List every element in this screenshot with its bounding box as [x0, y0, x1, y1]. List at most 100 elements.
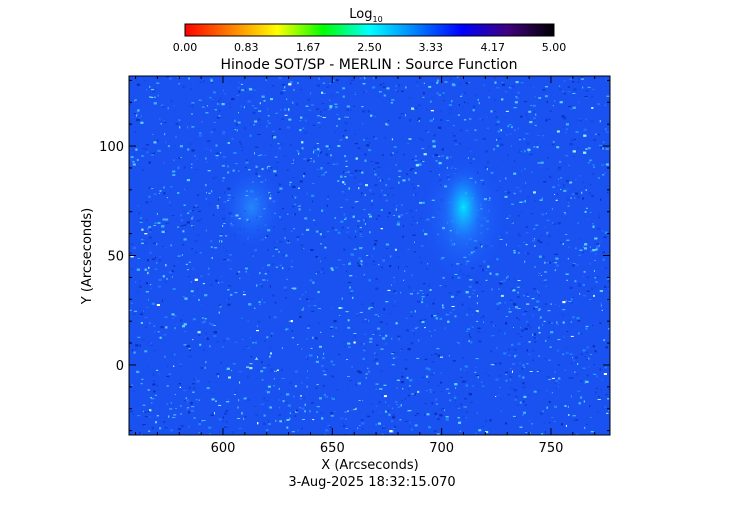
heatmap-pixel: [304, 410, 306, 413]
heatmap-pixel: [608, 146, 610, 149]
heatmap-pixel: [417, 390, 420, 393]
heatmap-pixel: [205, 112, 209, 114]
heatmap-pixel: [427, 263, 429, 265]
heatmap-pixel: [133, 351, 136, 354]
heatmap-pixel: [299, 120, 302, 122]
heatmap-pixel: [572, 357, 574, 359]
heatmap-pixel: [145, 148, 147, 150]
heatmap-pixel: [314, 223, 317, 226]
heatmap-pixel: [378, 401, 381, 404]
heatmap-pixel: [597, 227, 601, 230]
heatmap-pixel: [496, 347, 498, 350]
heatmap-pixel: [379, 388, 383, 390]
heatmap-pixel: [557, 386, 559, 388]
heatmap-pixel: [380, 209, 383, 211]
heatmap-pixel: [554, 269, 556, 272]
heatmap-pixel: [450, 156, 452, 158]
heatmap-pixel: [257, 320, 261, 323]
heatmap-pixel: [233, 394, 236, 395]
heatmap-pixel: [477, 330, 481, 333]
heatmap-pixel: [500, 398, 502, 401]
heatmap-pixel: [385, 184, 387, 186]
heatmap-pixel: [578, 101, 580, 103]
heatmap-pixel: [132, 161, 135, 163]
heatmap-pixel: [184, 331, 187, 332]
heatmap-pixel: [526, 117, 529, 120]
heatmap-pixel: [312, 336, 314, 339]
heatmap-pixel: [398, 266, 399, 269]
heatmap-pixel: [135, 79, 137, 82]
heatmap-pixel: [237, 87, 240, 89]
heatmap-pixel: [297, 151, 299, 153]
heatmap-pixel: [423, 82, 425, 84]
heatmap-pixel: [595, 253, 597, 255]
heatmap-pixel: [560, 177, 563, 179]
heatmap-pixel: [603, 373, 607, 375]
heatmap-pixel: [199, 343, 202, 346]
heatmap-pixel: [383, 256, 385, 258]
heatmap-pixel: [559, 88, 562, 90]
heatmap-pixel: [513, 193, 516, 195]
heatmap-pixel: [367, 367, 369, 369]
heatmap-pixel: [419, 201, 422, 204]
heatmap-pixel: [187, 212, 190, 214]
heatmap-pixel: [392, 277, 395, 279]
heatmap-pixel: [223, 259, 227, 260]
heatmap-pixel: [569, 181, 573, 184]
heatmap-pixel: [164, 120, 165, 122]
heatmap-pixel: [600, 147, 603, 149]
heatmap-pixel: [585, 424, 588, 425]
heatmap-pixel: [164, 355, 166, 358]
heatmap-pixel: [307, 327, 310, 329]
heatmap-pixel: [510, 388, 514, 390]
heatmap-pixel: [412, 193, 415, 196]
heatmap-pixel: [138, 432, 141, 435]
heatmap-pixel: [287, 169, 289, 171]
heatmap-pixel: [303, 307, 305, 309]
heatmap-pixel: [561, 423, 563, 426]
heatmap-pixel: [192, 225, 194, 228]
heatmap-pixel: [170, 99, 173, 102]
heatmap-pixel: [593, 364, 595, 366]
heatmap-pixel: [135, 111, 138, 113]
heatmap-pixel: [452, 309, 455, 311]
heatmap-pixel: [585, 351, 588, 353]
heatmap-pixel: [148, 236, 152, 239]
heatmap-pixel: [440, 356, 443, 358]
heatmap-pixel: [563, 184, 565, 187]
heatmap-pixel: [587, 218, 589, 220]
heatmap-pixel: [294, 385, 297, 388]
heatmap-pixel: [564, 212, 566, 215]
heatmap-pixel: [401, 90, 404, 92]
heatmap-pixel: [566, 331, 569, 333]
heatmap-pixel: [147, 365, 149, 367]
heatmap-pixel: [383, 309, 385, 311]
heatmap-pixel: [172, 170, 176, 173]
heatmap-pixel: [183, 344, 187, 346]
heatmap-pixel: [141, 424, 144, 427]
heatmap-pixel: [151, 302, 155, 305]
heatmap-pixel: [428, 426, 431, 429]
heatmap-pixel: [433, 430, 437, 433]
heatmap-pixel: [438, 162, 442, 165]
heatmap-pixel: [180, 413, 182, 415]
heatmap-pixel: [526, 303, 530, 305]
heatmap-pixel: [129, 410, 133, 413]
heatmap-pixel: [511, 203, 514, 205]
heatmap-pixel: [209, 345, 211, 348]
heatmap-pixel: [241, 412, 243, 415]
heatmap-pixel: [187, 126, 189, 129]
heatmap-pixel: [322, 233, 324, 235]
heatmap-pixel: [291, 287, 293, 289]
heatmap-pixel: [414, 415, 417, 416]
heatmap-pixel: [416, 326, 419, 328]
heatmap-pixel: [578, 402, 581, 405]
heatmap-pixel: [369, 215, 372, 218]
heatmap-pixel: [469, 336, 472, 338]
heatmap-pixel: [208, 381, 210, 383]
heatmap-pixel: [439, 414, 443, 417]
heatmap-pixel: [154, 88, 158, 90]
heatmap-pixel: [512, 289, 516, 292]
chart-title: Hinode SOT/SP - MERLIN : Source Function: [220, 57, 517, 73]
heatmap-pixel: [570, 105, 572, 108]
